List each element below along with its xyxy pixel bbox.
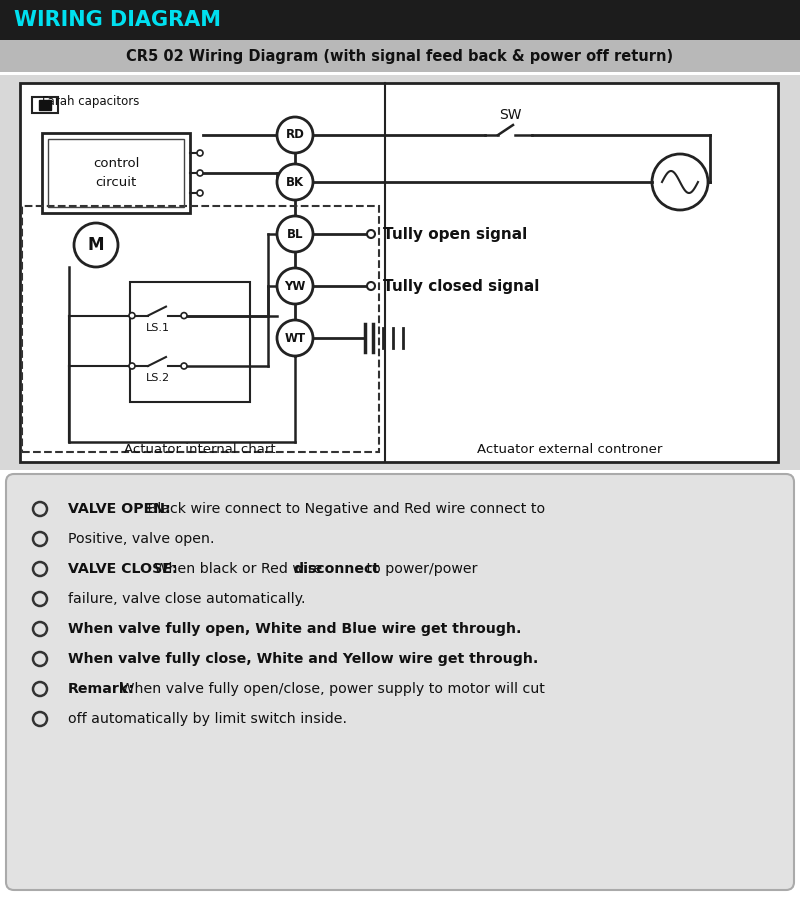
Text: VALVE CLOSE:: VALVE CLOSE: xyxy=(68,562,178,576)
Circle shape xyxy=(277,216,313,252)
Text: WIRING DIAGRAM: WIRING DIAGRAM xyxy=(14,10,221,30)
Text: Farah capacitors: Farah capacitors xyxy=(42,95,139,108)
Circle shape xyxy=(277,268,313,304)
Circle shape xyxy=(197,190,203,196)
FancyBboxPatch shape xyxy=(0,0,800,40)
Text: Positive, valve open.: Positive, valve open. xyxy=(68,532,214,546)
Text: When valve fully close, White and Yellow wire get through.: When valve fully close, White and Yellow… xyxy=(68,652,538,666)
FancyBboxPatch shape xyxy=(32,97,58,113)
Text: off automatically by limit switch inside.: off automatically by limit switch inside… xyxy=(68,712,347,726)
Circle shape xyxy=(129,363,135,369)
Text: Tully closed signal: Tully closed signal xyxy=(383,279,539,293)
Text: WT: WT xyxy=(285,332,306,345)
Text: RD: RD xyxy=(286,128,305,142)
FancyBboxPatch shape xyxy=(6,474,794,890)
Text: When valve fully open/close, power supply to motor will cut: When valve fully open/close, power suppl… xyxy=(115,682,545,696)
Text: LS.2: LS.2 xyxy=(146,373,170,383)
Circle shape xyxy=(74,223,118,267)
Text: Actuator external controner: Actuator external controner xyxy=(478,443,662,456)
Text: Black wire connect to Negative and Red wire connect to: Black wire connect to Negative and Red w… xyxy=(143,502,545,516)
FancyBboxPatch shape xyxy=(42,133,190,213)
Circle shape xyxy=(652,154,708,210)
Text: to power/power: to power/power xyxy=(362,562,477,576)
Text: Actuator internal chart: Actuator internal chart xyxy=(124,443,276,456)
Text: CR5 02 Wiring Diagram (with signal feed back & power off return): CR5 02 Wiring Diagram (with signal feed … xyxy=(126,49,674,63)
Text: BL: BL xyxy=(286,227,303,241)
Text: Tully open signal: Tully open signal xyxy=(383,226,527,242)
Text: disconnect: disconnect xyxy=(294,562,380,576)
Circle shape xyxy=(181,363,187,369)
FancyBboxPatch shape xyxy=(39,100,51,110)
Circle shape xyxy=(277,117,313,153)
FancyBboxPatch shape xyxy=(0,40,800,72)
Text: circuit: circuit xyxy=(95,176,137,189)
Text: LS.1: LS.1 xyxy=(146,323,170,333)
Text: control: control xyxy=(93,157,139,170)
FancyBboxPatch shape xyxy=(20,83,778,462)
Text: failure, valve close automatically.: failure, valve close automatically. xyxy=(68,592,306,606)
Text: SW: SW xyxy=(498,108,522,122)
Text: Remark:: Remark: xyxy=(68,682,135,696)
Text: VALVE OPEN:: VALVE OPEN: xyxy=(68,502,170,516)
Text: When black or Red wire: When black or Red wire xyxy=(150,562,326,576)
Circle shape xyxy=(367,282,375,290)
Circle shape xyxy=(277,320,313,356)
Text: M: M xyxy=(88,236,104,254)
Text: YW: YW xyxy=(284,280,306,292)
Circle shape xyxy=(129,313,135,318)
Circle shape xyxy=(181,313,187,318)
Text: BK: BK xyxy=(286,176,304,189)
Circle shape xyxy=(197,150,203,156)
Text: When valve fully open, White and Blue wire get through.: When valve fully open, White and Blue wi… xyxy=(68,622,522,636)
Circle shape xyxy=(367,230,375,238)
FancyBboxPatch shape xyxy=(0,75,800,470)
Circle shape xyxy=(277,164,313,200)
Circle shape xyxy=(197,170,203,176)
